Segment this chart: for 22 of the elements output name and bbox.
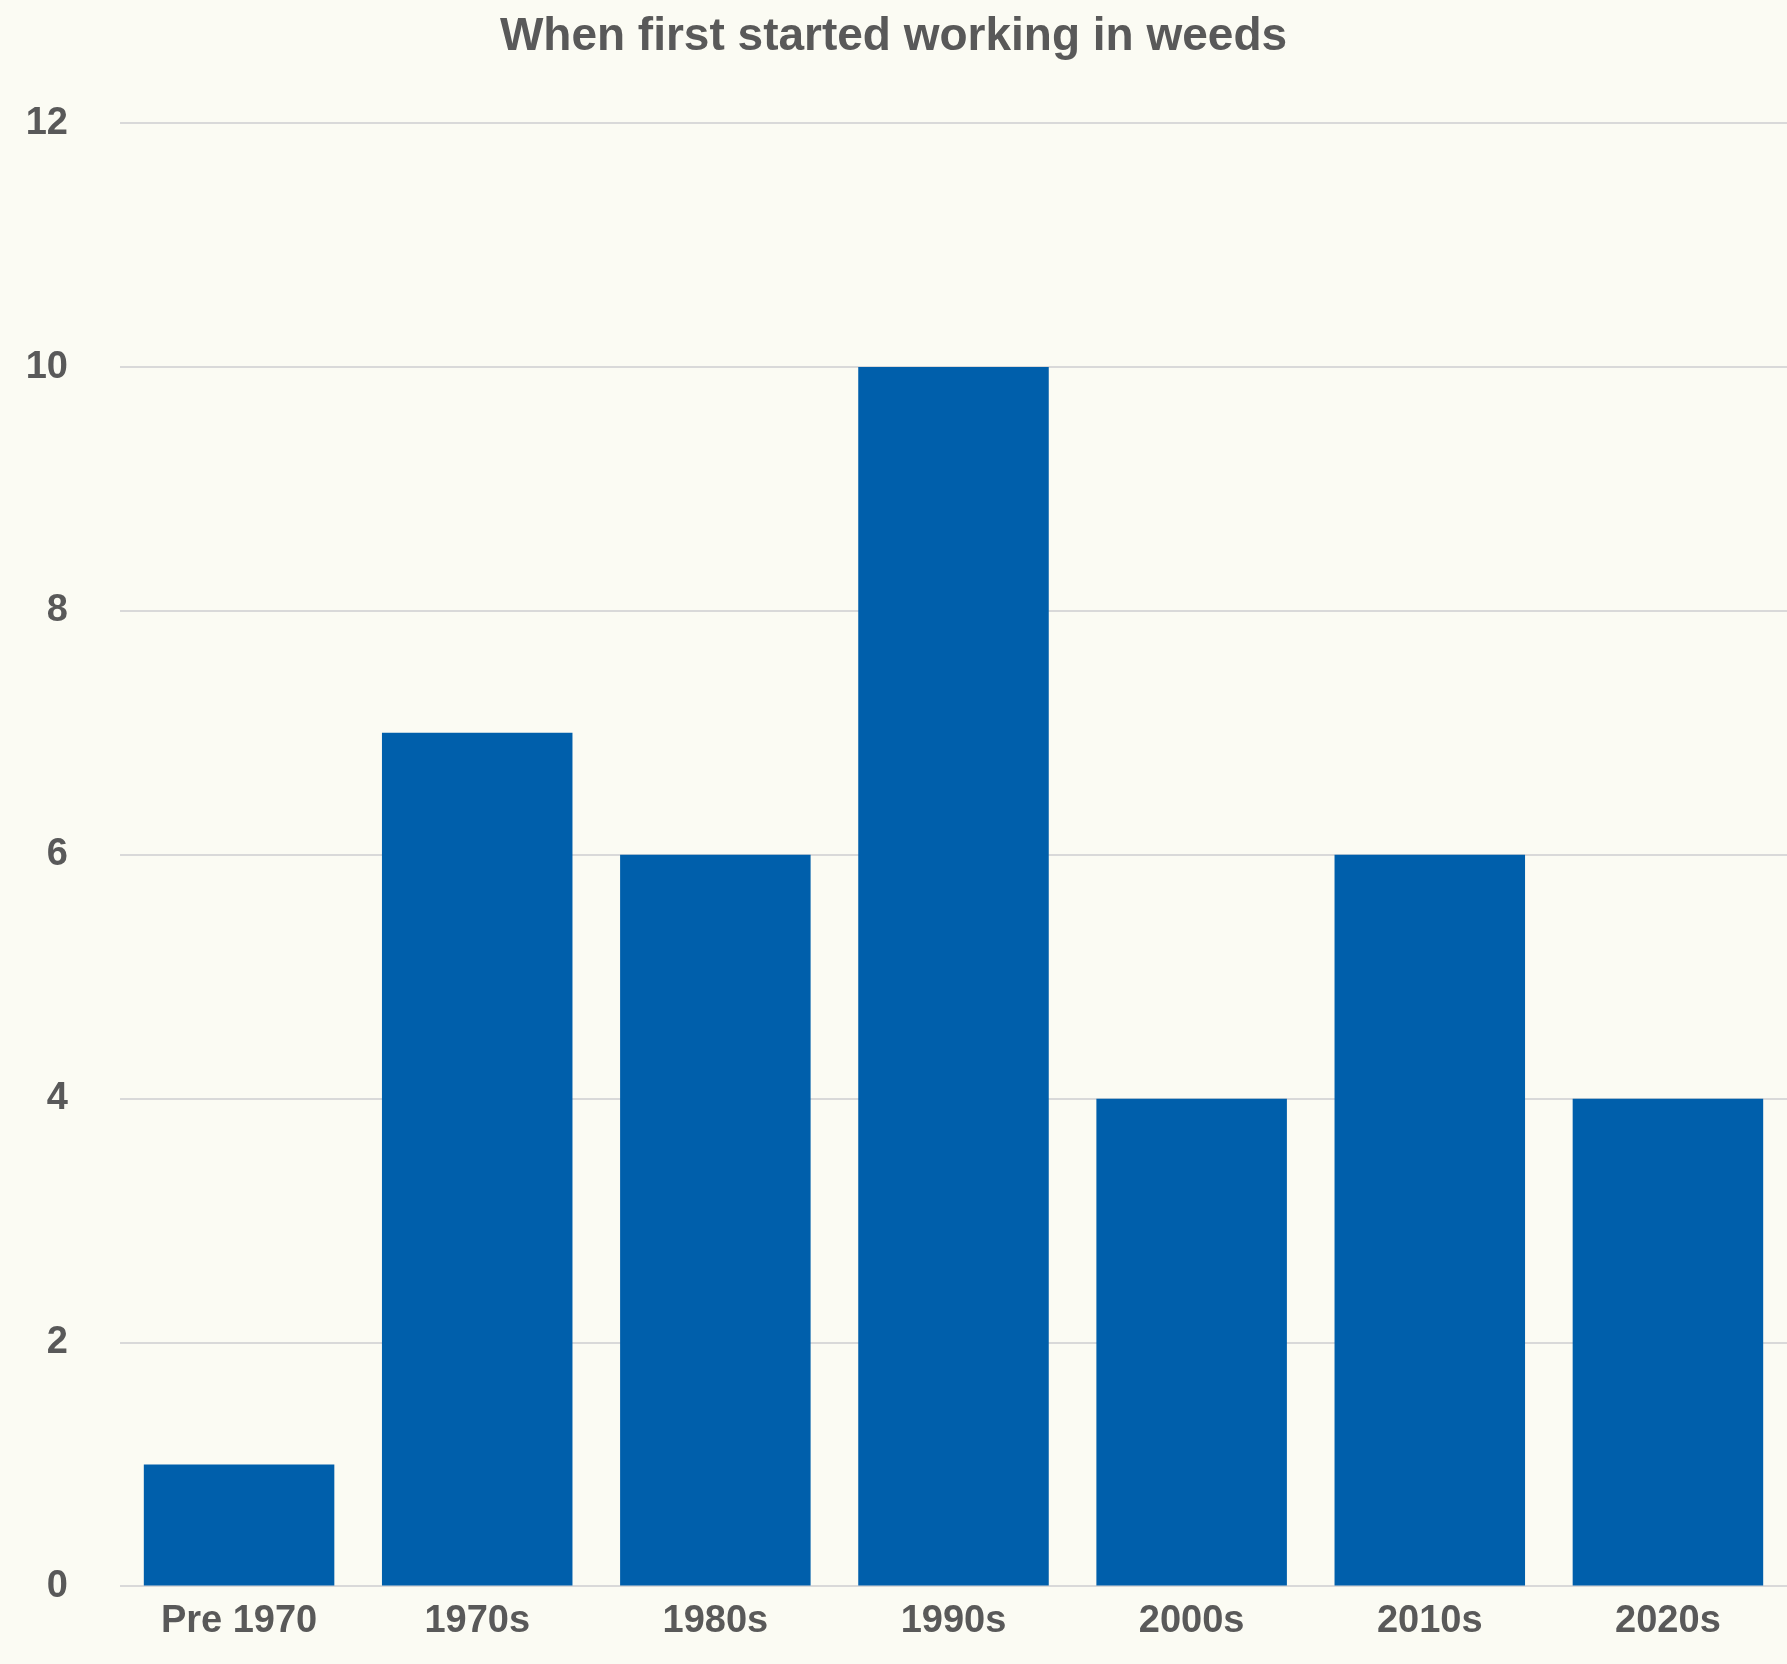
- bar: [381, 732, 573, 1586]
- x-tick-label: 1980s: [662, 1597, 769, 1640]
- chart-title: When first started working in weeds: [499, 8, 1288, 61]
- bar: [143, 1464, 335, 1586]
- x-tick-label: Pre 1970: [160, 1597, 318, 1640]
- bar: [1572, 1098, 1764, 1586]
- y-tick-label: 2: [46, 1319, 68, 1362]
- x-tick-label: 2000s: [1138, 1597, 1245, 1640]
- bar: [1334, 854, 1526, 1586]
- bar: [620, 854, 811, 1586]
- x-tick-label: 1990s: [900, 1597, 1007, 1640]
- y-tick-label: 6: [46, 831, 68, 874]
- y-tick-label: 12: [25, 99, 68, 142]
- y-tick-label: 0: [46, 1562, 68, 1605]
- x-tick-label: 2010s: [1376, 1597, 1483, 1640]
- x-tick-label: 1970s: [424, 1597, 531, 1640]
- y-tick-label: 10: [25, 343, 68, 386]
- bar: [1096, 1098, 1287, 1586]
- x-tick-label: 2020s: [1615, 1597, 1721, 1640]
- y-tick-label: 4: [46, 1075, 68, 1118]
- bar: [858, 367, 1049, 1586]
- y-tick-label: 8: [46, 587, 68, 630]
